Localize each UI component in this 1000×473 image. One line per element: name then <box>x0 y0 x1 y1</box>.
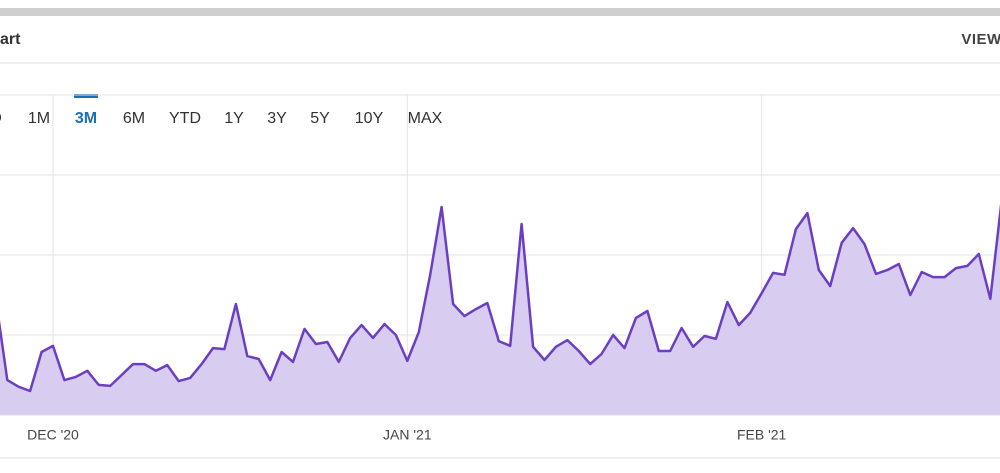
x-tick-label: FEB '21 <box>737 427 787 443</box>
range-button[interactable]: 1Y <box>224 110 244 127</box>
x-tick-label: DEC '20 <box>27 427 79 443</box>
range-button[interactable]: 3Y <box>267 110 287 127</box>
active-indicator <box>74 94 98 98</box>
widget-title: art <box>0 31 21 48</box>
top-bar <box>0 8 1000 16</box>
x-tick-label: JAN '21 <box>383 427 432 443</box>
area-fill <box>0 207 1000 415</box>
range-button[interactable]: 5Y <box>310 110 330 127</box>
range-button[interactable]: 6M <box>123 110 145 127</box>
range-button[interactable]: MAX <box>408 110 443 127</box>
range-button[interactable]: YTD <box>169 110 201 127</box>
range-button[interactable]: D <box>0 110 2 127</box>
range-button[interactable]: 3M <box>75 110 97 127</box>
range-button[interactable]: 1M <box>28 110 50 127</box>
line <box>0 203 1000 393</box>
range-button[interactable]: 10Y <box>355 110 384 127</box>
plot: DEC '20 JAN '21 FEB '21 <box>0 94 1000 443</box>
range-buttons: D 1M 3M 6M YTD 1Y 3Y 5Y 10Y MAX <box>0 94 443 127</box>
view-link[interactable]: VIEW F <box>961 31 1000 48</box>
